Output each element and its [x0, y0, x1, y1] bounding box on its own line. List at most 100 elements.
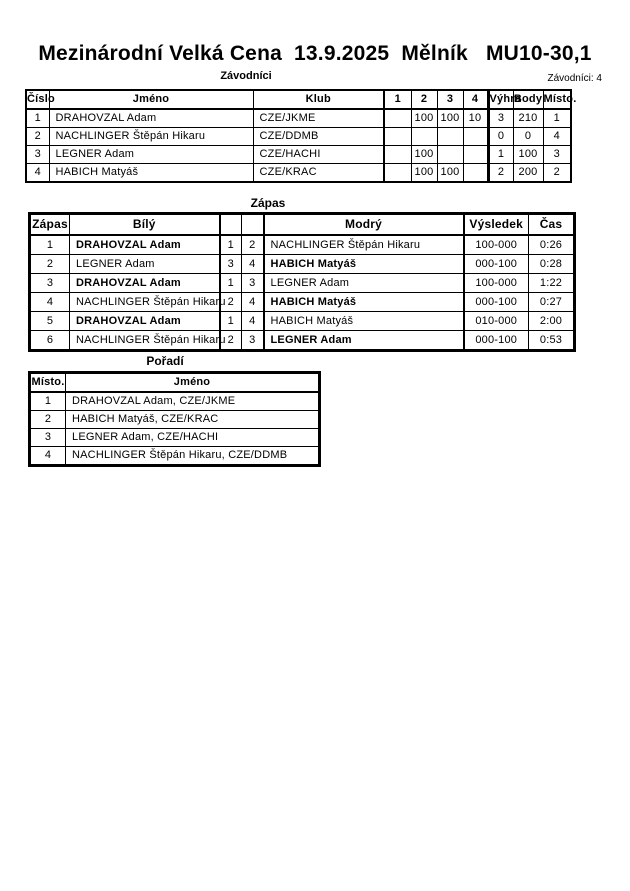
- col-cas-header: Čas: [528, 213, 575, 236]
- col-vysledek-header: Výsledek: [462, 213, 529, 236]
- cell-klub: CZE/DDMB: [252, 127, 385, 146]
- cell-score-1: [383, 145, 412, 164]
- cell-vysledek: 000-100: [462, 254, 529, 274]
- cell-modry-cislo: 4: [241, 311, 264, 331]
- cell-cas: 2:00: [528, 311, 575, 331]
- cell-bily: LEGNER Adam: [69, 254, 220, 274]
- matches-table: Zápas Bílý Modrý Výsledek Čas 1 DRAHOVZA…: [28, 212, 576, 352]
- table-row: 4 HABICH Matyáš CZE/KRAC 100 100 2 200 2: [25, 163, 572, 183]
- table-row: 2 NACHLINGER Štěpán Hikaru CZE/DDMB 0 0 …: [25, 127, 572, 146]
- cell-jmeno: LEGNER Adam, CZE/HACHI: [65, 428, 320, 447]
- matches-section-title: Zápas: [250, 196, 286, 210]
- cell-modry: NACHLINGER Štěpán Hikaru: [262, 234, 464, 255]
- cell-score-2: 100: [410, 145, 438, 164]
- cell-vyhra: 1: [486, 145, 514, 164]
- cell-modry: HABICH Matyáš: [262, 292, 464, 312]
- cell-jmeno: DRAHOVZAL Adam, CZE/JKME: [65, 391, 320, 411]
- cell-modry-cislo: 4: [241, 254, 264, 274]
- cell-score-4: [462, 145, 489, 164]
- cell-score-1: [383, 127, 412, 146]
- table-row: 3 DRAHOVZAL Adam 1 3 LEGNER Adam 100-000…: [29, 273, 575, 293]
- table-row: 1 DRAHOVZAL Adam CZE/JKME 100 100 10 3 2…: [25, 108, 572, 128]
- cell-score-2: 100: [410, 108, 438, 128]
- cell-modry-cislo: 2: [241, 234, 264, 255]
- cell-score-3: 100: [436, 163, 464, 183]
- col-zapas-header: Zápas: [29, 213, 70, 236]
- cell-klub: CZE/JKME: [252, 108, 385, 128]
- cell-cas: 0:28: [528, 254, 575, 274]
- table-row: 4 NACHLINGER Štěpán Hikaru, CZE/DDMB: [29, 446, 320, 466]
- cell-vysledek: 000-100: [462, 292, 529, 312]
- col-2-header: 2: [410, 89, 438, 110]
- competitors-section-title: Závodníci: [220, 70, 272, 82]
- cell-score-3: [436, 145, 464, 164]
- cell-modry: HABICH Matyáš: [262, 311, 464, 331]
- page-title: Mezinárodní Velká Cena 13.9.2025 Mělník …: [38, 42, 592, 65]
- col-misto-header: Místo.: [542, 89, 576, 110]
- cell-vysledek: 100-000: [462, 273, 529, 293]
- cell-score-4: 10: [462, 108, 489, 128]
- ranking-section-title: Pořadí: [146, 354, 184, 368]
- cell-zapas: 2: [29, 254, 70, 274]
- col-modry-header: Modrý: [262, 213, 464, 236]
- cell-vysledek: 100-000: [462, 234, 529, 255]
- cell-cislo: 4: [25, 163, 50, 183]
- col-4-header: 4: [462, 89, 489, 110]
- col-klub-header: Klub: [252, 89, 385, 110]
- col-1-header: 1: [383, 89, 412, 110]
- cell-klub: CZE/KRAC: [252, 163, 385, 183]
- cell-modry: LEGNER Adam: [262, 330, 464, 351]
- table-row: 3 LEGNER Adam CZE/HACHI 100 1 100 3: [25, 145, 572, 164]
- col-jmeno-header: Jméno: [48, 89, 254, 110]
- ranking-table: Místo. Jméno 1 DRAHOVZAL Adam, CZE/JKME …: [28, 371, 321, 467]
- col-vyhra-header: Výhra: [486, 89, 521, 110]
- cell-misto: 3: [542, 145, 572, 164]
- cell-jmeno: NACHLINGER Štěpán Hikaru: [48, 127, 254, 146]
- cell-jmeno: DRAHOVZAL Adam: [48, 108, 254, 128]
- cell-bily-cislo: 1: [218, 311, 242, 331]
- col-body-header: Body: [512, 89, 544, 110]
- cell-modry-cislo: 4: [241, 292, 264, 312]
- cell-bily: DRAHOVZAL Adam: [69, 311, 220, 331]
- cell-score-4: [462, 163, 489, 183]
- cell-zapas: 4: [29, 292, 70, 312]
- cell-vysledek: 000-100: [462, 330, 529, 351]
- cell-body: 210: [512, 108, 544, 128]
- cell-zapas: 6: [29, 330, 70, 351]
- cell-misto: 3: [29, 428, 66, 447]
- cell-score-4: [462, 127, 489, 146]
- table-row: 5 DRAHOVZAL Adam 1 4 HABICH Matyáš 010-0…: [29, 311, 575, 331]
- cell-misto: 2: [542, 163, 572, 183]
- cell-body: 0: [512, 127, 544, 146]
- competitors-header-row: Číslo Jméno Klub 1 2 3 4 Výhra Body Míst…: [25, 89, 576, 110]
- cell-jmeno: NACHLINGER Štěpán Hikaru, CZE/DDMB: [65, 446, 320, 466]
- cell-misto: 2: [29, 410, 66, 429]
- cell-klub: CZE/HACHI: [252, 145, 385, 164]
- cell-misto: 4: [542, 127, 572, 146]
- cell-vyhra: 2: [486, 163, 514, 183]
- cell-score-1: [383, 163, 412, 183]
- cell-zapas: 5: [29, 311, 70, 331]
- cell-body: 100: [512, 145, 544, 164]
- col-jmeno-header: Jméno: [65, 372, 320, 393]
- cell-jmeno: LEGNER Adam: [48, 145, 254, 164]
- col-cislo-header: Číslo: [25, 89, 55, 110]
- table-row: 2 HABICH Matyáš, CZE/KRAC: [29, 410, 320, 429]
- cell-misto: 1: [542, 108, 572, 128]
- cell-score-3: 100: [436, 108, 464, 128]
- cell-vyhra: 3: [486, 108, 514, 128]
- cell-cislo: 2: [25, 127, 50, 146]
- cell-bily: DRAHOVZAL Adam: [69, 273, 220, 293]
- cell-cislo: 1: [25, 108, 50, 128]
- cell-misto: 1: [29, 391, 66, 411]
- cell-score-3: [436, 127, 464, 146]
- ranking-header-row: Místo. Jméno: [29, 372, 320, 393]
- cell-modry-cislo: 3: [241, 273, 264, 293]
- cell-score-2: 100: [410, 163, 438, 183]
- cell-bily: NACHLINGER Štěpán Hikaru: [69, 292, 225, 312]
- col-3-header: 3: [436, 89, 464, 110]
- cell-cas: 0:26: [528, 234, 575, 255]
- cell-vysledek: 010-000: [462, 311, 529, 331]
- table-row: 3 LEGNER Adam, CZE/HACHI: [29, 428, 320, 447]
- col-modry-cislo-header: [241, 213, 264, 236]
